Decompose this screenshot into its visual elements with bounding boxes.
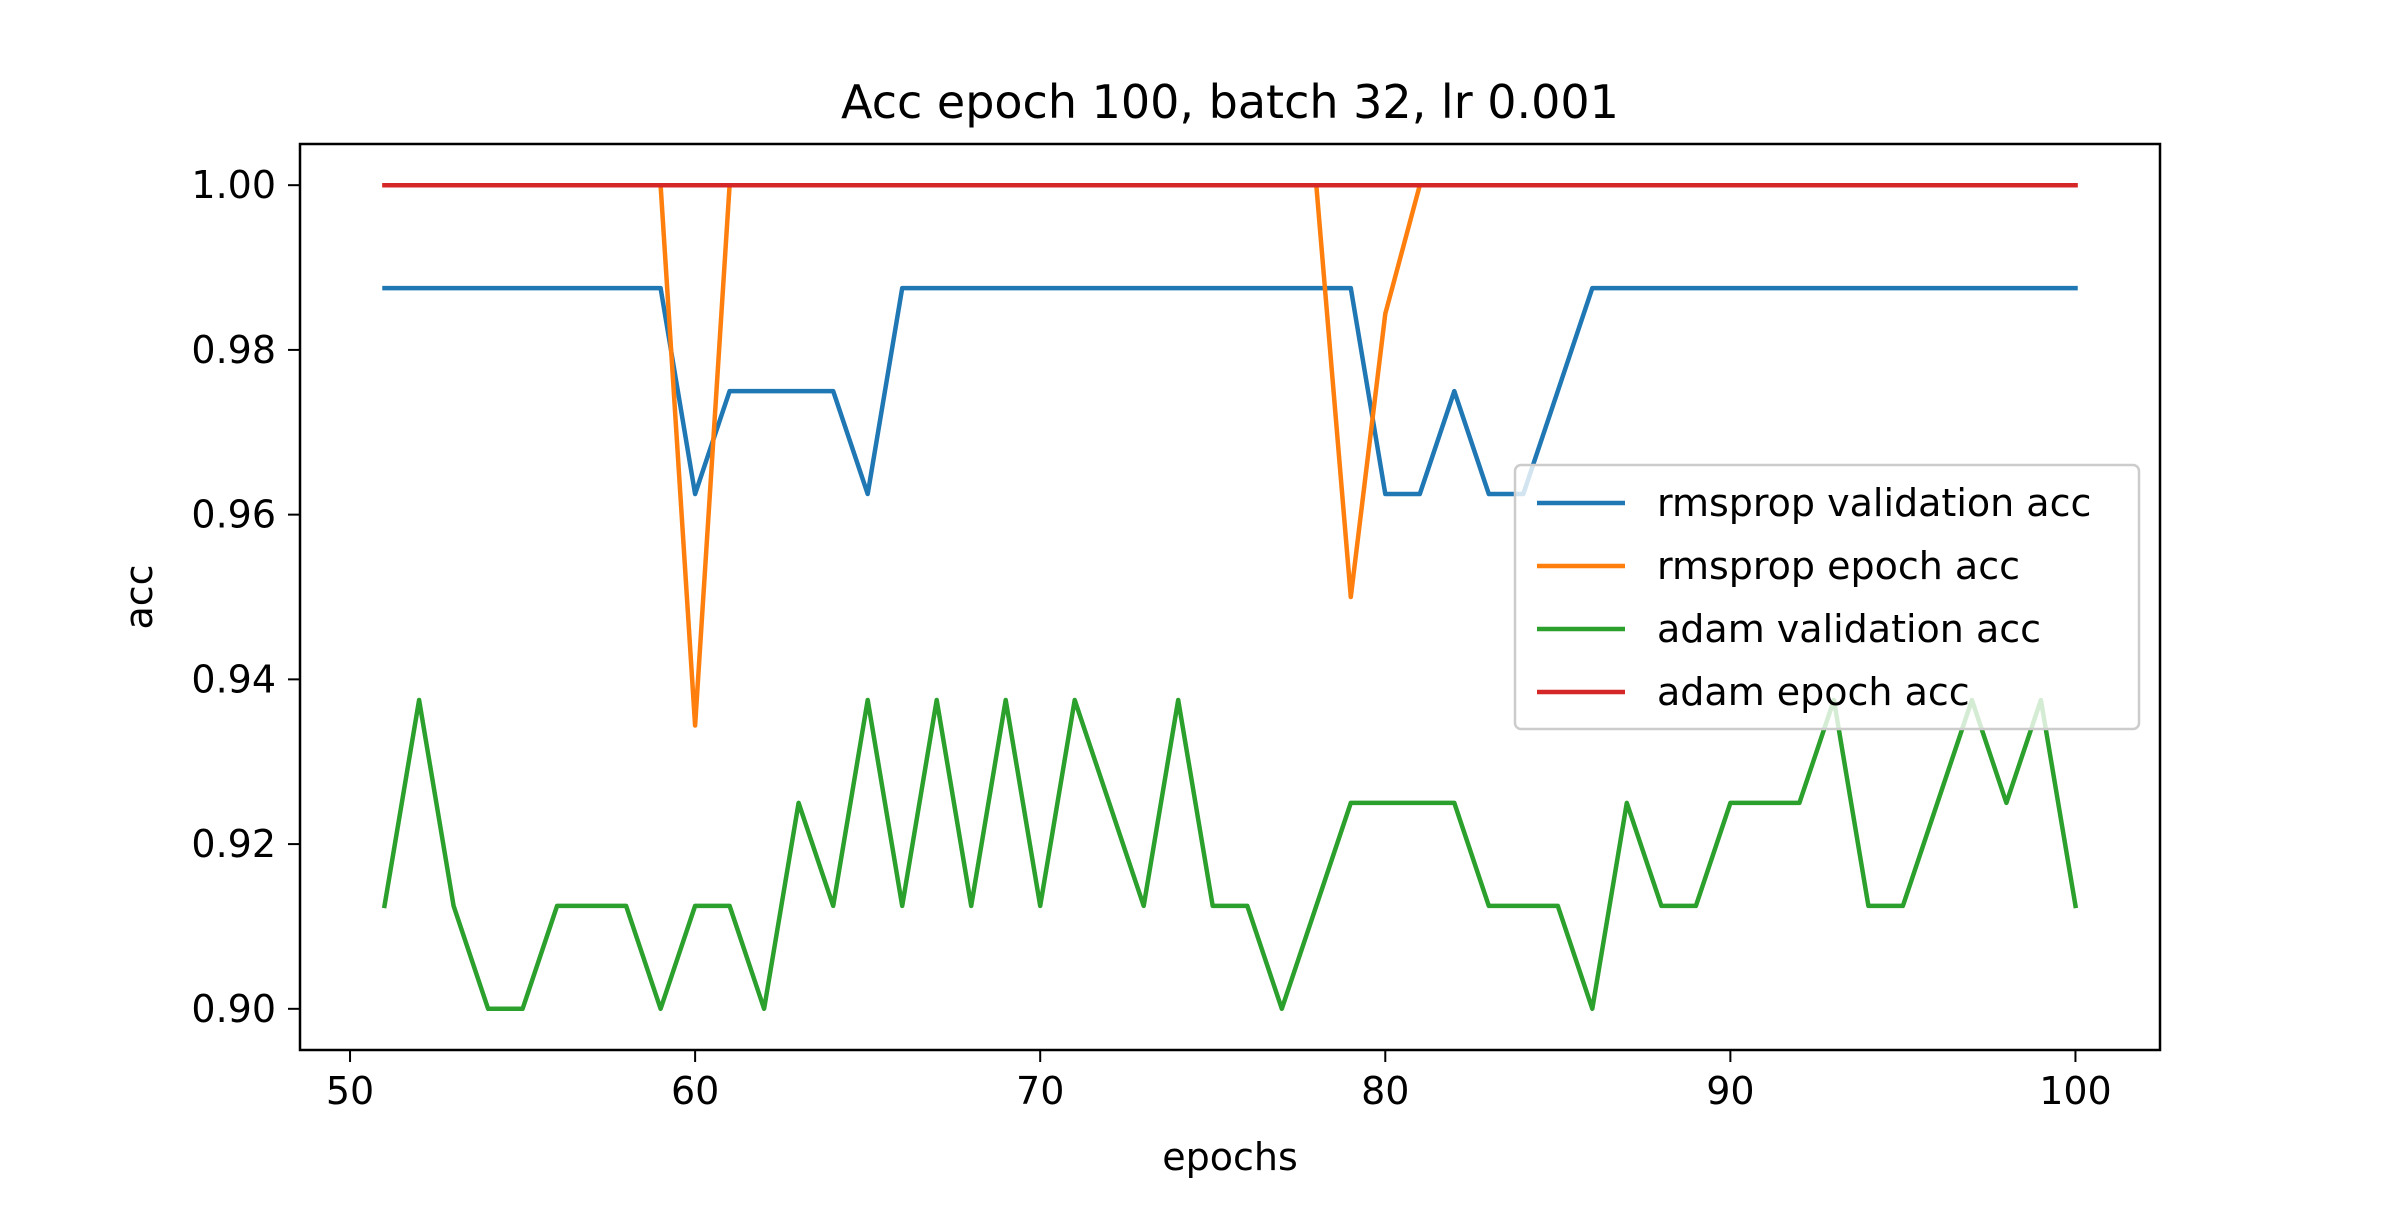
legend-label: adam validation acc bbox=[1657, 607, 2041, 651]
series-line-rmsprop-validation-acc bbox=[382, 285, 2078, 497]
x-tick-label: 80 bbox=[1361, 1069, 1409, 1113]
legend-label: rmsprop epoch acc bbox=[1657, 544, 2020, 588]
x-axis: 50 60 70 80 90 100 bbox=[326, 1050, 2112, 1113]
legend-entries: rmsprop validation acc rmsprop epoch acc a… bbox=[1537, 481, 2091, 714]
legend-box bbox=[1513, 463, 2141, 731]
series-line-adam-validation-acc bbox=[381, 697, 2079, 1012]
y-tick-label: 0.92 bbox=[191, 822, 276, 866]
legend-label: rmsprop validation acc bbox=[1657, 481, 2091, 525]
legend: rmsprop validation acc rmsprop epoch acc a… bbox=[1513, 463, 2141, 731]
x-tick-label: 50 bbox=[326, 1069, 374, 1113]
y-axis-label: acc bbox=[117, 564, 161, 629]
x-tick-label: 70 bbox=[1016, 1069, 1064, 1113]
y-tick-label: 0.94 bbox=[191, 657, 276, 701]
plot-frame bbox=[298, 142, 2162, 1052]
x-tick-label: 60 bbox=[671, 1069, 719, 1113]
legend-label: adam epoch acc bbox=[1657, 670, 1970, 714]
y-tick-label: 0.98 bbox=[191, 328, 276, 372]
y-tick-label: 0.96 bbox=[191, 493, 276, 537]
x-axis-label: epochs bbox=[1162, 1135, 1298, 1179]
x-tick-label: 100 bbox=[2039, 1069, 2112, 1113]
y-axis: 0.90 0.92 0.94 0.96 0.98 1.00 bbox=[191, 163, 300, 1031]
chart-title: Acc epoch 100, batch 32, lr 0.001 bbox=[841, 75, 1619, 129]
x-tick-label: 90 bbox=[1706, 1069, 1754, 1113]
y-tick-label: 1.00 bbox=[191, 163, 276, 207]
series-layer bbox=[381, 182, 2079, 1012]
y-tick-label: 0.90 bbox=[191, 987, 276, 1031]
